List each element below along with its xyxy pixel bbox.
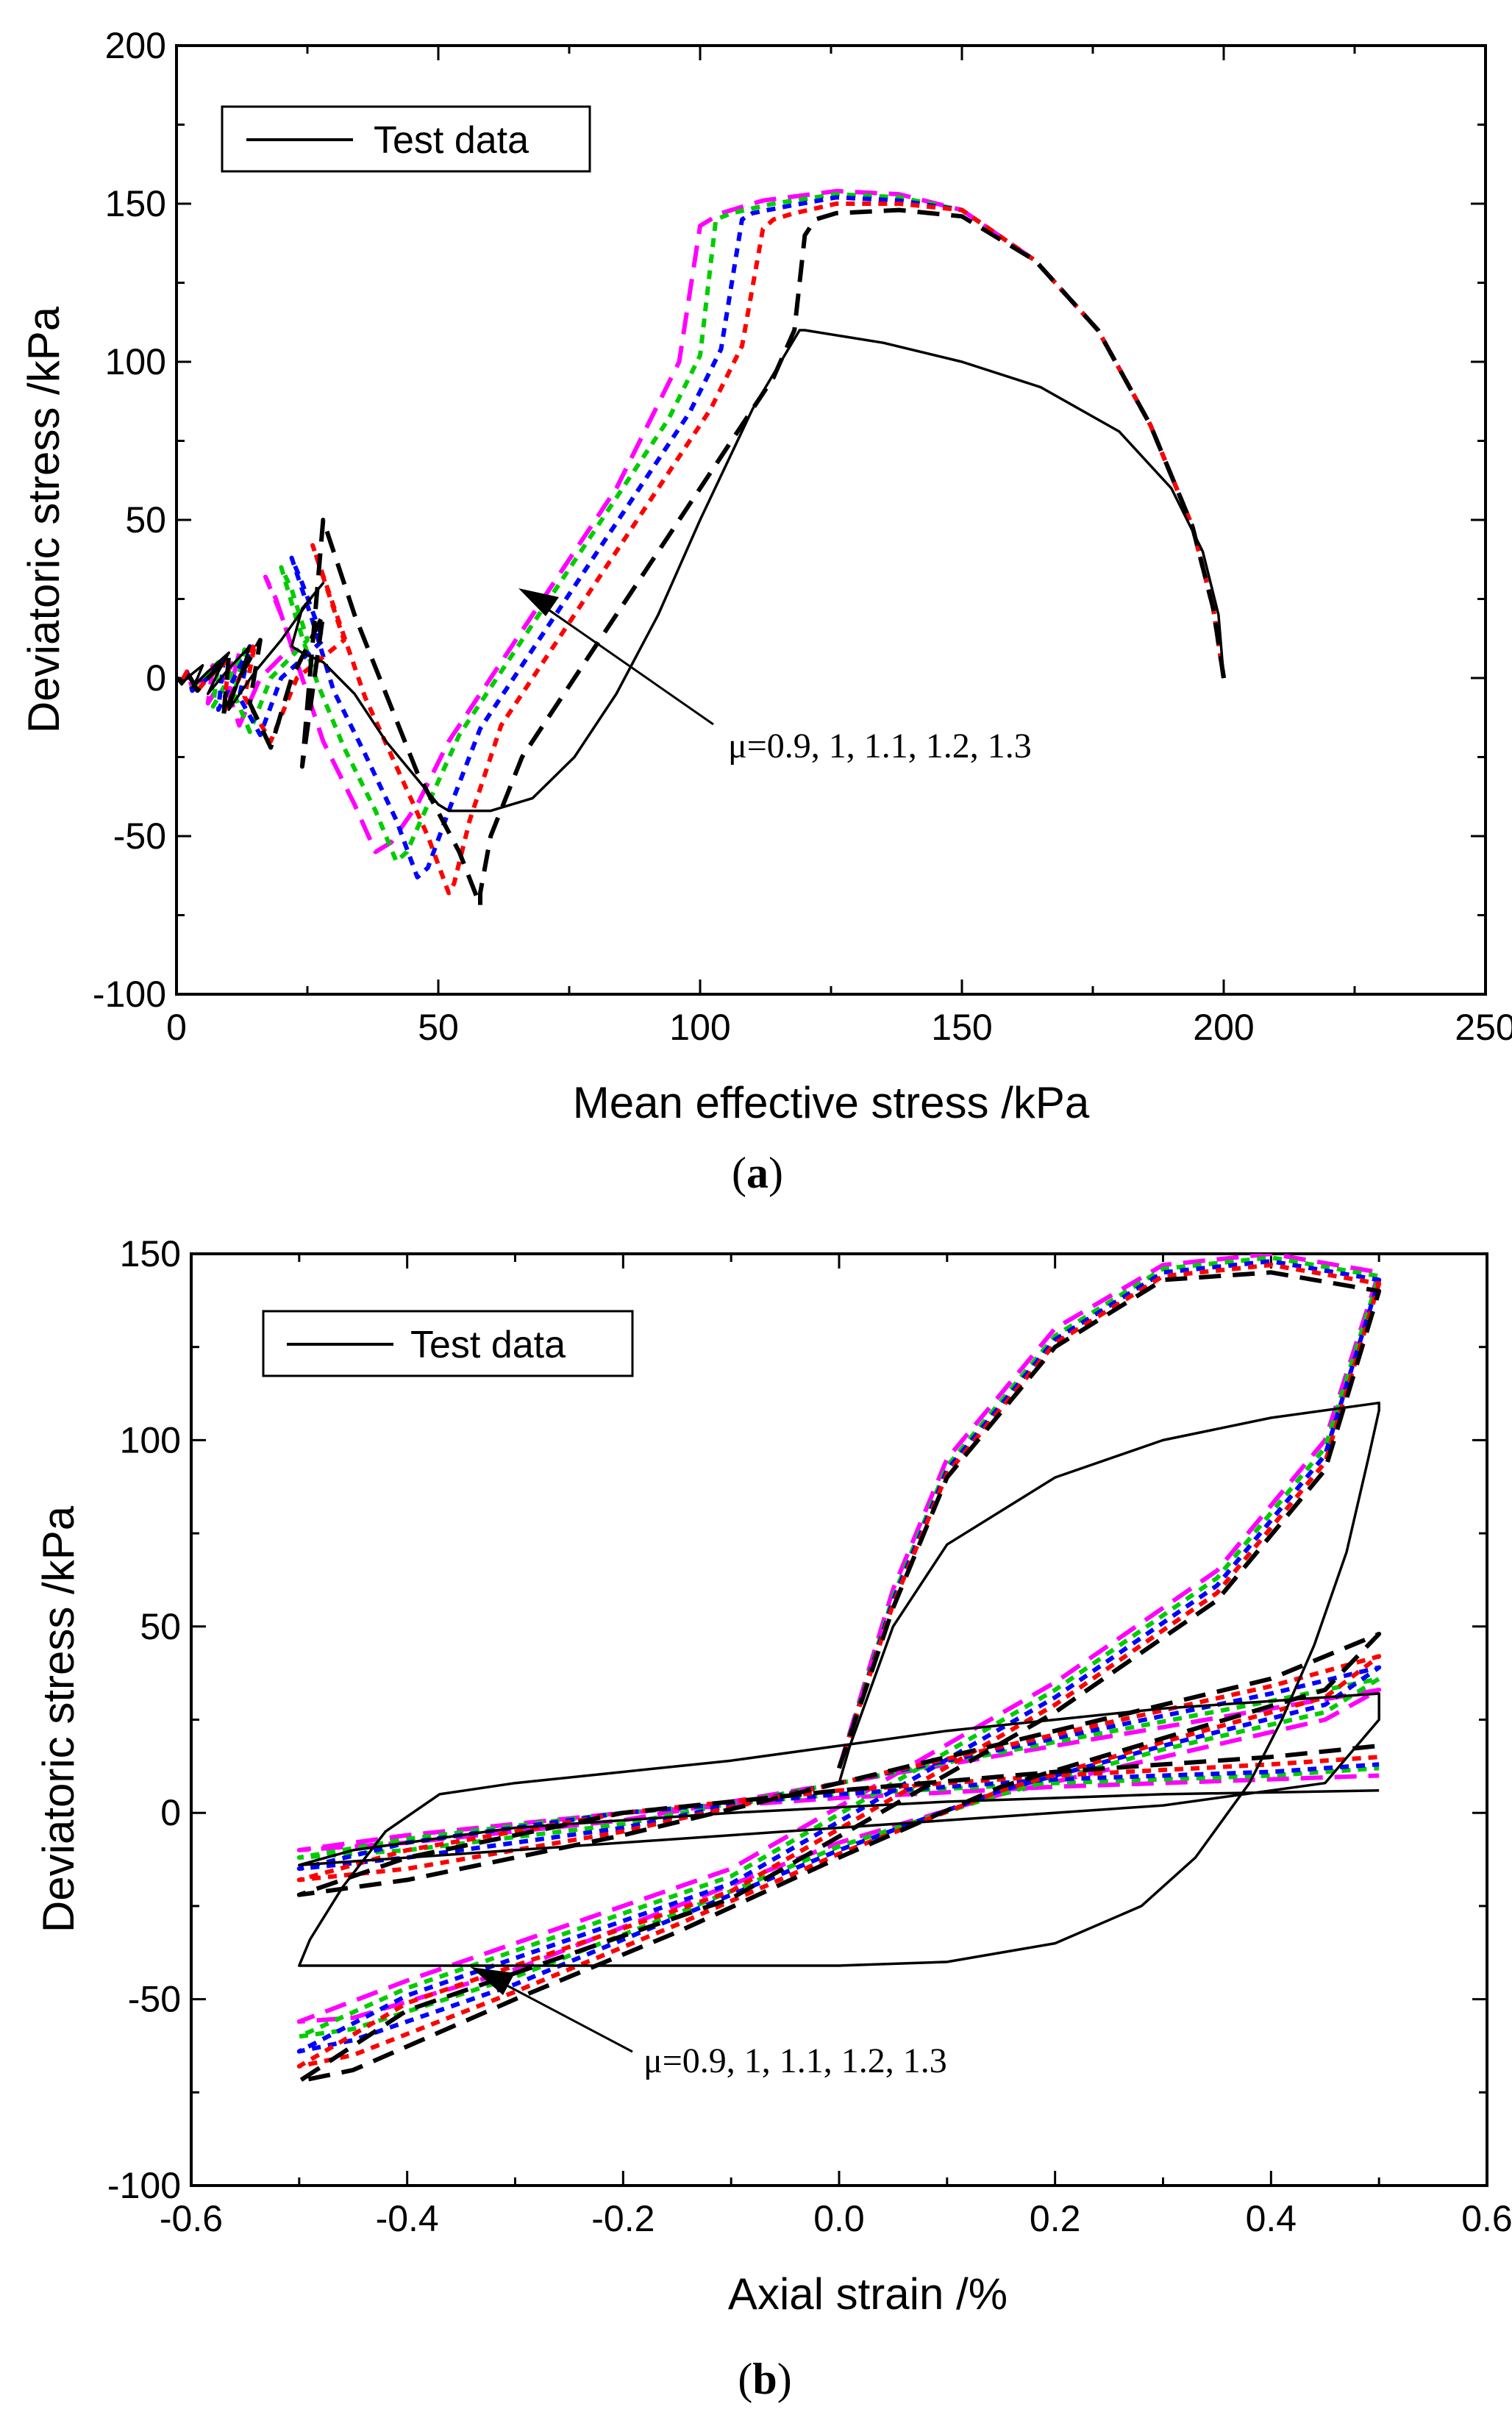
y-tick-label: 100 bbox=[120, 1419, 181, 1460]
y-tick-label: 200 bbox=[105, 25, 166, 66]
series-line bbox=[296, 1270, 1382, 2084]
x-tick-label: 250 bbox=[1455, 1007, 1512, 1048]
y-tick-label: -100 bbox=[93, 974, 166, 1015]
x-axis-title: Mean effective stress /kPa bbox=[573, 1078, 1090, 1127]
legend-entry: Test data bbox=[374, 119, 529, 162]
series-line bbox=[296, 1255, 1382, 2039]
x-tick-label: -0.4 bbox=[376, 2198, 439, 2239]
y-tick-label: 0 bbox=[146, 657, 166, 699]
panel-letter: a bbox=[746, 1149, 769, 1197]
annotation-text: μ=0.9, 1, 1.1, 1.2, 1.3 bbox=[643, 2041, 947, 2080]
series-line bbox=[296, 1259, 1382, 2054]
x-axis-title: Axial strain /% bbox=[728, 2269, 1008, 2319]
x-tick-label: -0.2 bbox=[591, 2198, 655, 2239]
annotation-text: μ=0.9, 1, 1.1, 1.2, 1.3 bbox=[728, 727, 1032, 766]
panel-b: -0.6 -0.4 -0.2 0.0 0.2 0.4 0.6 -100 -50 0 50 100 150… bbox=[34, 1233, 1512, 2403]
y-tick-label: -50 bbox=[128, 1979, 181, 2020]
series-group bbox=[176, 188, 1226, 908]
legend: Test data bbox=[221, 105, 591, 173]
annotation-arrow bbox=[499, 1980, 633, 2053]
series-line bbox=[176, 207, 1226, 908]
x-tick-label: 0.6 bbox=[1461, 2198, 1512, 2239]
plot-frame bbox=[175, 44, 1487, 996]
y-tick-label: 0 bbox=[160, 1792, 181, 1833]
axis-ticks: 0 50 100 150 200 250 -100 -50 0 50 100 150 200 bbox=[93, 25, 1512, 1048]
x-tick-label: 100 bbox=[669, 1007, 730, 1048]
annotation-arrow bbox=[543, 605, 714, 726]
series-group bbox=[296, 1254, 1382, 2084]
y-tick-label: 100 bbox=[105, 341, 166, 382]
y-tick-label: 50 bbox=[140, 1606, 181, 1647]
series-line bbox=[176, 188, 1226, 855]
series-line bbox=[298, 1401, 1380, 1967]
series-line bbox=[176, 329, 1225, 813]
x-tick-label: 50 bbox=[418, 1007, 459, 1048]
panel-label: (b) bbox=[738, 2355, 791, 2403]
x-tick-label: 0.2 bbox=[1030, 2198, 1081, 2239]
y-axis-title: Deviatoric stress /kPa bbox=[34, 1505, 83, 1933]
x-tick-label: 0 bbox=[166, 1007, 187, 1048]
series-line bbox=[296, 1263, 1382, 2069]
arrowhead bbox=[471, 1967, 515, 1995]
y-tick-label: 150 bbox=[105, 183, 166, 224]
x-tick-label: 0.4 bbox=[1246, 2198, 1297, 2239]
y-tick-label: 50 bbox=[125, 499, 166, 541]
y-axis-title: Deviatoric stress /kPa bbox=[19, 306, 68, 733]
arrowhead bbox=[518, 588, 559, 616]
y-tick-label: 150 bbox=[120, 1233, 181, 1274]
annotation: μ=0.9, 1, 1.1, 1.2, 1.3 bbox=[471, 1967, 947, 2080]
x-tick-label: -0.6 bbox=[160, 2198, 223, 2239]
series-line bbox=[176, 192, 1226, 864]
y-tick-label: -100 bbox=[107, 2165, 181, 2206]
y-tick-label: -50 bbox=[113, 816, 166, 857]
series-line bbox=[296, 1254, 1382, 2024]
panel-letter: b bbox=[752, 2355, 777, 2403]
panel-a: 0 50 100 150 200 250 -100 -50 0 50 100 150 200 Test … bbox=[19, 25, 1512, 1197]
legend-entry: Test data bbox=[410, 1324, 566, 1366]
annotation: μ=0.9, 1, 1.1, 1.2, 1.3 bbox=[518, 588, 1032, 766]
x-tick-label: 200 bbox=[1193, 1007, 1254, 1048]
x-tick-label: 150 bbox=[931, 1007, 992, 1048]
legend: Test data bbox=[262, 1310, 634, 1377]
x-tick-label: 0.0 bbox=[813, 2198, 865, 2239]
series-line bbox=[176, 195, 1226, 880]
axis-ticks: -0.6 -0.4 -0.2 0.0 0.2 0.4 0.6 -100 -50 0 50 100 150 bbox=[107, 1233, 1512, 2239]
panel-label: (a) bbox=[732, 1149, 783, 1197]
